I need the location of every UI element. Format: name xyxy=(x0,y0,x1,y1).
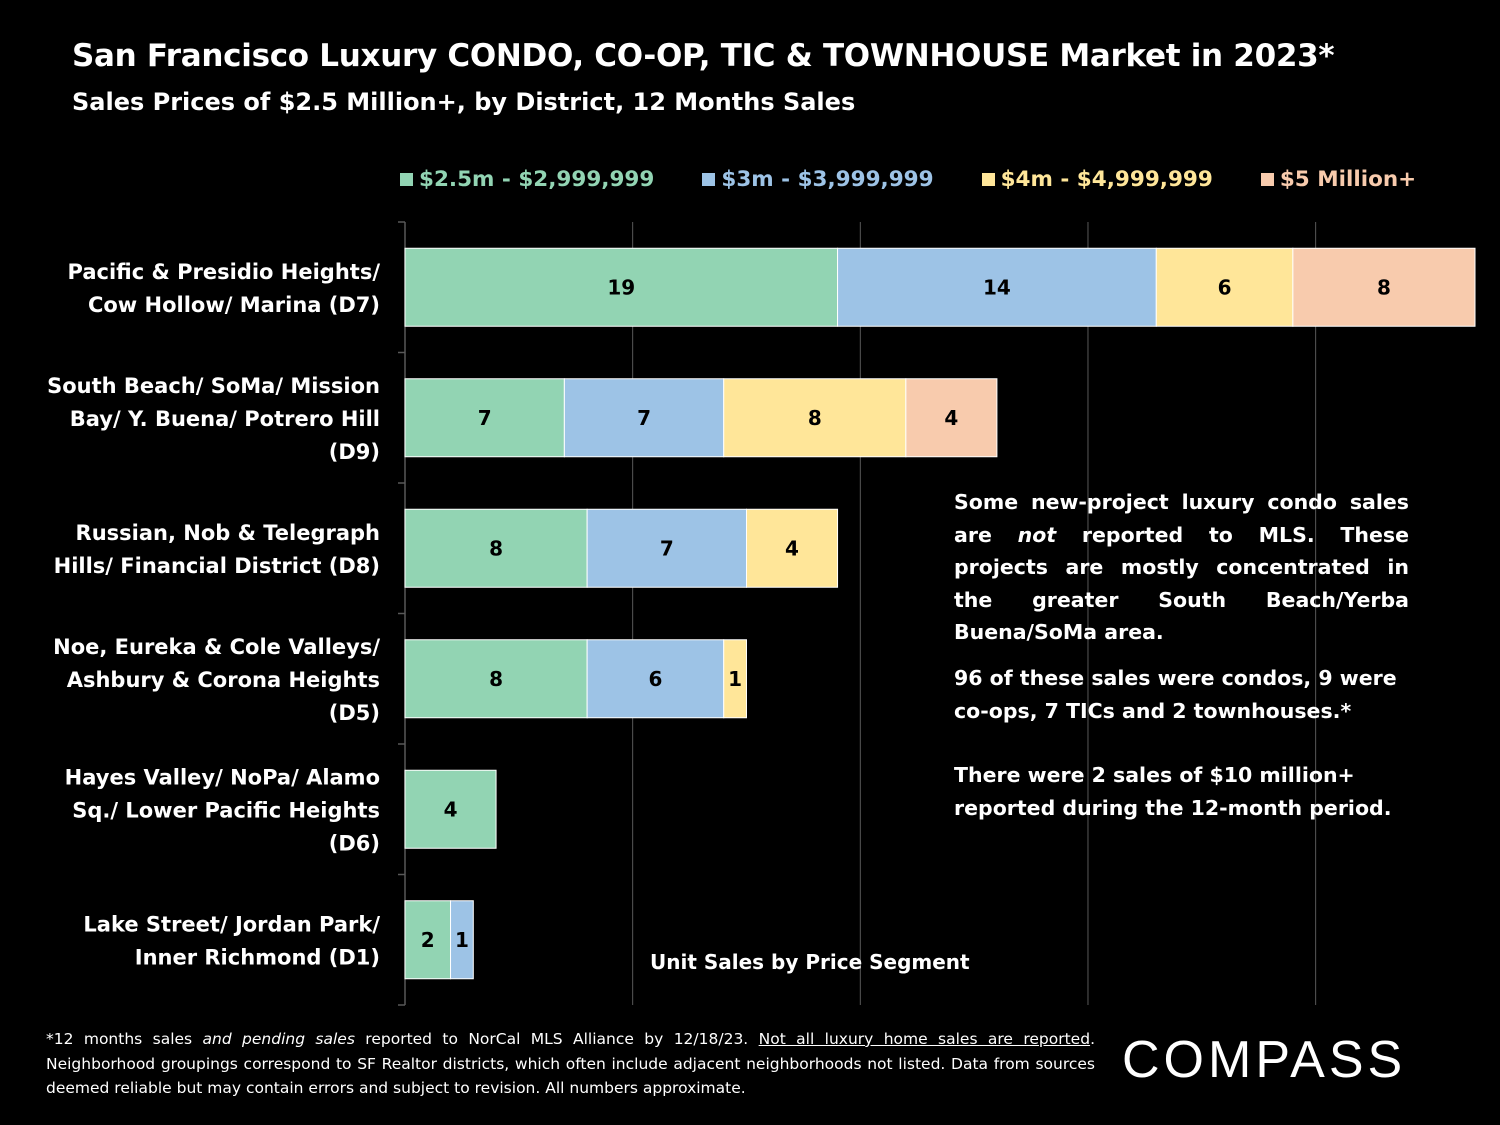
legend-item: $3m - $3,999,999 xyxy=(702,166,934,192)
legend-item: $2.5m - $2,999,999 xyxy=(400,167,654,192)
category-label: (D5) xyxy=(329,701,380,725)
category-label: Hills/ Financial District (D8) xyxy=(54,554,380,578)
chart-subtitle: Sales Prices of $2.5 Million+, by Distri… xyxy=(72,88,856,116)
bar-segment xyxy=(586,639,725,719)
category-label: (D9) xyxy=(329,440,380,464)
bar-segment xyxy=(837,247,1157,327)
footnote: *12 months sales and pending sales repor… xyxy=(46,1030,1095,1097)
legend: $2.5m - $2,999,999 $3m - $3,999,999 $4m - … xyxy=(400,163,1416,195)
category-label: Sq./ Lower Pacific Heights xyxy=(72,798,380,822)
bar-segment xyxy=(404,639,588,719)
bar-segment xyxy=(404,508,588,588)
category-label: Cow Hollow/ Marina (D7) xyxy=(88,293,380,317)
chart-title: San Francisco Luxury CONDO, CO-OP, TIC &… xyxy=(72,38,1335,74)
bar-segment xyxy=(723,639,747,719)
data-label: 7 xyxy=(478,406,492,430)
data-label: 19 xyxy=(607,275,635,299)
legend-item: $5 Million+ xyxy=(1260,166,1417,192)
data-label: 4 xyxy=(444,797,458,821)
legend-label: $3m - $3,999,999 xyxy=(721,166,934,192)
legend-swatch xyxy=(1260,172,1274,186)
bar-segment xyxy=(1292,247,1476,327)
category-label: South Beach/ SoMa/ Mission xyxy=(47,374,380,398)
category-label: Noe, Eureka & Cole Valleys/ xyxy=(53,635,380,659)
legend-swatch xyxy=(400,172,413,186)
data-label: 4 xyxy=(785,536,799,560)
data-label: 1 xyxy=(728,667,742,691)
category-label: Lake Street/ Jordan Park/ xyxy=(83,912,380,936)
category-label: Russian, Nob & Telegraph xyxy=(76,521,380,545)
category-label: Pacific & Presidio Heights/ xyxy=(68,260,381,284)
data-label: 7 xyxy=(660,536,674,560)
category-label: Bay/ Y. Buena/ Potrero Hill xyxy=(70,407,380,431)
data-label: 7 xyxy=(637,406,651,430)
data-label: 1 xyxy=(455,928,469,952)
legend-swatch xyxy=(981,172,995,186)
data-label: 8 xyxy=(808,406,822,430)
category-label: (D6) xyxy=(329,831,380,855)
data-label: 8 xyxy=(1377,275,1391,299)
legend-label: $2.5m - $2,999,999 xyxy=(419,166,655,192)
bar-segment xyxy=(450,900,474,980)
bar-segment xyxy=(404,769,497,849)
data-label: 6 xyxy=(1218,275,1232,299)
legend-swatch xyxy=(702,172,716,186)
bar-segment xyxy=(745,508,839,588)
category-label: Ashbury & Corona Heights xyxy=(67,668,380,692)
bar-segment xyxy=(723,378,907,458)
data-label: 8 xyxy=(489,536,503,560)
data-label: 8 xyxy=(489,667,503,691)
bar-segment xyxy=(1155,247,1294,327)
legend-label: $5 Million+ xyxy=(1279,166,1417,192)
legend-item: $4m - $4,999,999 xyxy=(981,166,1213,192)
note-mls-reporting: Some new-project luxury condo sales are … xyxy=(954,490,1410,644)
compass-logo: COMPASS xyxy=(1122,1031,1407,1089)
category-label: Inner Richmond (D1) xyxy=(135,945,380,969)
note-ten-million-sales: There were 2 sales of $10 million+ repor… xyxy=(954,763,1392,820)
data-label: 2 xyxy=(421,928,435,952)
axis-title: Unit Sales by Price Segment xyxy=(650,950,970,974)
bar-segment xyxy=(404,900,452,980)
data-label: 6 xyxy=(648,667,662,691)
bar-segment xyxy=(563,378,725,458)
data-label: 4 xyxy=(944,406,958,430)
bar-segment xyxy=(905,378,998,458)
data-label: 14 xyxy=(983,275,1011,299)
note-property-types: 96 of these sales were condos, 9 were co… xyxy=(954,666,1397,723)
category-label: Hayes Valley/ NoPa/ Alamo xyxy=(65,765,380,789)
bar-segment xyxy=(404,247,839,327)
bar-segment xyxy=(404,378,565,458)
legend-label: $4m - $4,999,999 xyxy=(1000,166,1213,192)
